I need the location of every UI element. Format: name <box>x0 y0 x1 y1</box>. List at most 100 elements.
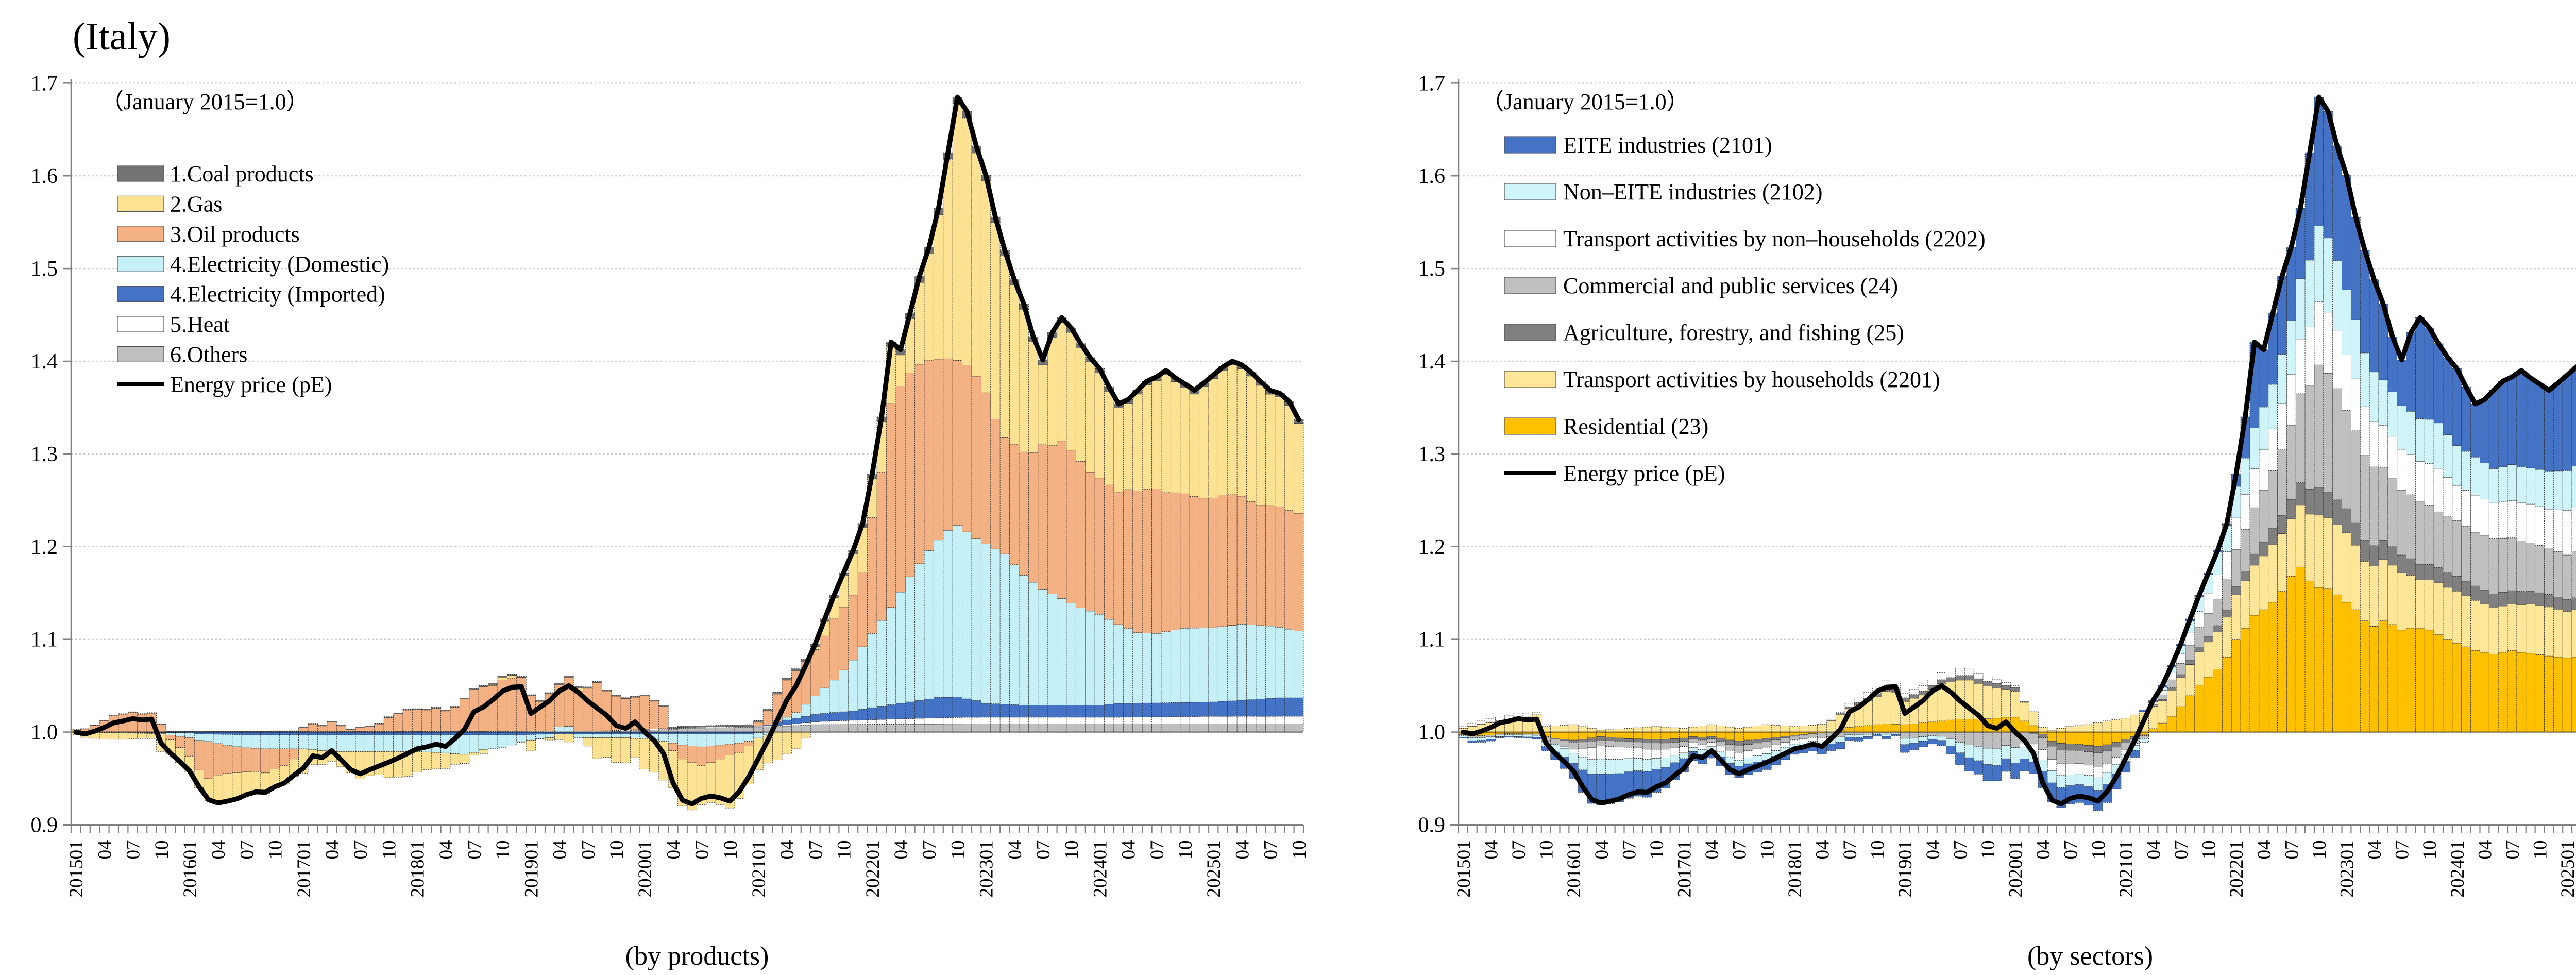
svg-text:10: 10 <box>1647 840 1668 860</box>
svg-text:202401: 202401 <box>1090 840 1111 898</box>
svg-text:07: 07 <box>578 840 599 860</box>
svg-text:(by products): (by products) <box>625 942 769 971</box>
svg-text:10: 10 <box>606 840 628 860</box>
svg-text:201801: 201801 <box>1785 840 1806 898</box>
svg-text:202301: 202301 <box>2337 840 2358 898</box>
svg-text:1.3: 1.3 <box>31 443 58 466</box>
svg-text:04: 04 <box>1591 840 1613 860</box>
svg-text:07: 07 <box>2502 840 2523 860</box>
svg-text:（January 2015=1.0）: （January 2015=1.0） <box>101 89 309 114</box>
svg-text:1.1: 1.1 <box>1418 628 1446 652</box>
svg-text:4.Electricity (Domestic): 4.Electricity (Domestic) <box>170 251 389 277</box>
svg-text:202201: 202201 <box>2226 840 2247 898</box>
svg-text:10: 10 <box>2309 840 2330 860</box>
svg-text:10: 10 <box>2199 840 2220 860</box>
svg-text:1.5: 1.5 <box>31 257 58 281</box>
svg-text:10: 10 <box>947 840 969 860</box>
svg-text:04: 04 <box>1812 840 1834 860</box>
svg-text:10: 10 <box>151 840 173 860</box>
svg-text:07: 07 <box>2171 840 2192 860</box>
svg-text:Non–EITE industries (2102): Non–EITE industries (2102) <box>1563 179 1822 205</box>
svg-text:201601: 201601 <box>180 840 201 898</box>
svg-text:4.Electricity (Imported): 4.Electricity (Imported) <box>170 282 385 307</box>
svg-text:1.2: 1.2 <box>31 535 58 559</box>
svg-text:10: 10 <box>265 840 286 860</box>
svg-text:0.9: 0.9 <box>31 814 58 837</box>
svg-text:1.4: 1.4 <box>1418 350 1446 374</box>
svg-text:10: 10 <box>834 840 855 860</box>
svg-text:201601: 201601 <box>1564 840 1585 898</box>
svg-text:1.6: 1.6 <box>1418 164 1446 188</box>
svg-text:04: 04 <box>777 840 798 860</box>
svg-text:Transport activities by non–ho: Transport activities by non–households (… <box>1563 226 1986 251</box>
svg-text:07: 07 <box>692 840 713 860</box>
svg-text:Transport activities by househ: Transport activities by households (2201… <box>1563 367 1940 392</box>
svg-text:07: 07 <box>1147 840 1168 860</box>
svg-text:202001: 202001 <box>2006 840 2027 898</box>
svg-text:07: 07 <box>236 840 258 860</box>
svg-text:1.7: 1.7 <box>31 72 58 95</box>
svg-text:10: 10 <box>1978 840 1999 860</box>
svg-text:1.6: 1.6 <box>31 164 58 188</box>
svg-text:04: 04 <box>322 840 343 860</box>
svg-text:07: 07 <box>919 840 940 860</box>
svg-text:04: 04 <box>2475 840 2496 860</box>
svg-text:1.5: 1.5 <box>1418 257 1446 281</box>
svg-text:10: 10 <box>1868 840 1889 860</box>
svg-text:201901: 201901 <box>1895 840 1916 898</box>
svg-text:1.7: 1.7 <box>1418 72 1446 95</box>
svg-text:202501: 202501 <box>1204 840 1225 898</box>
svg-text:201901: 201901 <box>521 840 542 898</box>
svg-text:202101: 202101 <box>749 840 770 898</box>
svg-text:04: 04 <box>1005 840 1026 860</box>
svg-text:202001: 202001 <box>635 840 656 898</box>
svg-text:201701: 201701 <box>294 840 315 898</box>
svg-text:07: 07 <box>464 840 485 860</box>
svg-text:10: 10 <box>2530 840 2551 860</box>
svg-text:04: 04 <box>1118 840 1140 860</box>
svg-text:202401: 202401 <box>2447 840 2468 898</box>
svg-text:6.Others: 6.Others <box>170 342 247 367</box>
svg-text:10: 10 <box>1757 840 1778 860</box>
svg-text:04: 04 <box>891 840 912 860</box>
svg-text:10: 10 <box>1289 840 1310 860</box>
svg-text:1.0: 1.0 <box>31 721 58 745</box>
svg-text:201701: 201701 <box>1674 840 1696 898</box>
svg-text:Residential (23): Residential (23) <box>1563 414 1708 439</box>
svg-text:04: 04 <box>2364 840 2385 860</box>
svg-text:0.9: 0.9 <box>1418 814 1446 837</box>
svg-text:1.1: 1.1 <box>31 628 58 652</box>
svg-text:07: 07 <box>1509 840 1530 860</box>
svg-text:2.Gas: 2.Gas <box>170 191 222 216</box>
svg-text:10: 10 <box>2088 840 2109 859</box>
svg-text:10: 10 <box>1061 840 1082 860</box>
svg-text:202201: 202201 <box>862 840 884 898</box>
svg-text:07: 07 <box>1730 840 1751 860</box>
svg-text:04: 04 <box>2254 840 2275 860</box>
svg-text:04: 04 <box>2033 840 2054 860</box>
svg-text:Commercial and public services: Commercial and public services (24) <box>1563 273 1898 298</box>
svg-text:10: 10 <box>2419 840 2441 860</box>
svg-text:202301: 202301 <box>976 840 997 898</box>
svg-text:04: 04 <box>663 840 684 860</box>
svg-text:07: 07 <box>2061 840 2082 860</box>
svg-text:07: 07 <box>2392 840 2413 860</box>
svg-text:202501: 202501 <box>2557 840 2576 898</box>
svg-text:10: 10 <box>379 840 400 860</box>
svg-text:Energy price (pE): Energy price (pE) <box>170 372 332 397</box>
svg-text:(Italy): (Italy) <box>73 15 171 58</box>
svg-text:10: 10 <box>493 840 514 860</box>
svg-text:04: 04 <box>2143 840 2164 860</box>
svg-text:04: 04 <box>550 840 571 860</box>
svg-text:07: 07 <box>1619 840 1640 860</box>
svg-text:201501: 201501 <box>1453 840 1475 898</box>
svg-text:5.Heat: 5.Heat <box>170 312 230 337</box>
svg-text:04: 04 <box>208 840 229 860</box>
svg-text:07: 07 <box>1033 840 1054 860</box>
svg-text:1.4: 1.4 <box>31 350 58 374</box>
svg-text:1.2: 1.2 <box>1418 535 1446 559</box>
svg-text:（January 2015=1.0）: （January 2015=1.0） <box>1481 89 1689 114</box>
svg-text:EITE industries (2101): EITE industries (2101) <box>1563 132 1772 158</box>
svg-text:201801: 201801 <box>408 840 429 898</box>
svg-text:07: 07 <box>805 840 826 860</box>
